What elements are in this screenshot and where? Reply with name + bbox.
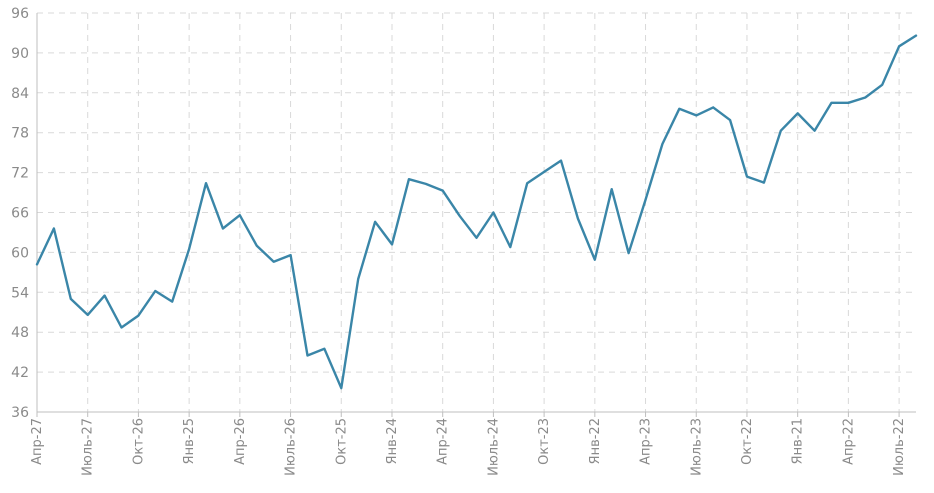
x-tick-label: Янв-22 (588, 418, 603, 464)
x-tick-label: Апр-23 (639, 418, 654, 465)
y-tick-label: 72 (11, 166, 29, 182)
x-tick-label: Июль-22 (892, 418, 907, 476)
y-tick-label: 54 (11, 285, 29, 301)
x-tick-label: Июль-26 (284, 418, 299, 476)
x-tick-label: Апр-22 (841, 418, 856, 465)
y-tick-label: 84 (11, 86, 29, 102)
x-tick-label: Янв-25 (182, 418, 197, 464)
x-tick-label: Окт-25 (334, 418, 349, 465)
x-tick-label: Июль-24 (486, 418, 501, 476)
y-tick-label: 60 (11, 245, 29, 261)
y-tick-label: 78 (11, 126, 29, 142)
y-tick-label: 48 (11, 325, 29, 341)
y-axis-tick-labels: 36 42 48 54 60 66 72 78 84 90 96 (11, 6, 29, 421)
x-tick-label: Апр-27 (30, 418, 45, 465)
x-tick-label: Апр-24 (436, 418, 451, 465)
x-tick-label: Окт-26 (131, 418, 146, 465)
y-tick-label: 96 (11, 6, 29, 22)
y-tick-label: 90 (11, 46, 29, 62)
x-tick-label: Окт-22 (740, 418, 755, 465)
x-tick-label: Апр-26 (233, 418, 248, 465)
y-tick-label: 42 (11, 365, 29, 381)
grid-layer (36, 12, 916, 413)
x-tick-label: Янв-21 (791, 418, 806, 464)
y-tick-label: 36 (11, 405, 29, 421)
x-axis-tick-labels: Апр-27 Июль-27 Окт-26 Янв-25 Апр-26 Июль-26 Ок… (30, 418, 907, 476)
y-tick-label: 66 (11, 206, 29, 222)
x-tick-label: Янв-24 (385, 418, 400, 464)
series-layer (35, 34, 918, 390)
series-line (35, 34, 918, 390)
axis-layer (36, 13, 916, 417)
x-tick-label: Окт-23 (537, 418, 552, 465)
x-tick-label: Июль-27 (81, 418, 96, 476)
x-tick-label: Июль-23 (689, 418, 704, 476)
